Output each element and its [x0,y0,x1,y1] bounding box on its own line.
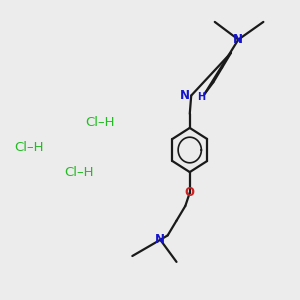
Text: Cl–H: Cl–H [85,116,115,128]
Text: H: H [197,92,206,102]
Text: O: O [185,186,195,199]
Text: N: N [155,233,165,246]
Text: Cl–H: Cl–H [14,141,44,154]
Text: N: N [180,89,190,102]
Text: Cl–H: Cl–H [64,166,94,178]
Text: N: N [233,33,243,46]
